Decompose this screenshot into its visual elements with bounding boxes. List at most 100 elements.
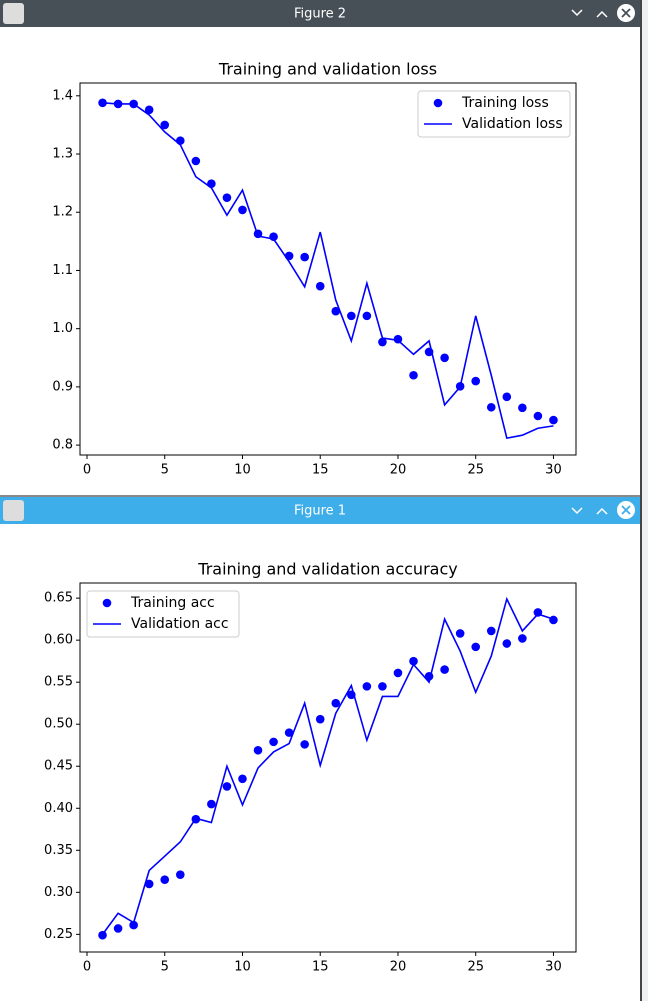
point bbox=[144, 879, 154, 889]
legend-label: Training loss bbox=[461, 95, 549, 111]
legend-swatch bbox=[102, 598, 112, 608]
point bbox=[315, 714, 325, 724]
x-tick-label: 20 bbox=[390, 960, 407, 975]
point bbox=[238, 774, 247, 784]
x-tick-label: 15 bbox=[312, 960, 329, 975]
point bbox=[455, 629, 465, 638]
chart-title: Training and validation loss bbox=[218, 60, 437, 79]
point bbox=[502, 392, 512, 402]
point bbox=[160, 120, 170, 130]
point bbox=[331, 698, 341, 708]
point bbox=[300, 252, 309, 262]
y-tick-label: 0.25 bbox=[44, 927, 73, 942]
x-tick-label: 25 bbox=[467, 463, 484, 478]
y-tick-label: 0.65 bbox=[44, 591, 73, 606]
point bbox=[238, 205, 247, 215]
point bbox=[315, 281, 325, 291]
minimize-button[interactable] bbox=[571, 9, 583, 17]
point bbox=[253, 745, 263, 755]
y-tick-label: 0.40 bbox=[44, 801, 73, 816]
point bbox=[160, 875, 170, 885]
legend-label: Validation loss bbox=[462, 116, 563, 132]
x-tick-label: 0 bbox=[83, 463, 91, 478]
point bbox=[362, 682, 372, 691]
point bbox=[502, 639, 512, 648]
minimize-button[interactable] bbox=[571, 507, 583, 515]
point bbox=[533, 411, 543, 421]
point bbox=[207, 799, 216, 809]
close-icon bbox=[621, 8, 631, 18]
point bbox=[129, 920, 138, 930]
app-icon[interactable] bbox=[3, 3, 24, 24]
title-bar bbox=[0, 497, 640, 524]
point bbox=[269, 737, 278, 747]
point bbox=[222, 193, 232, 202]
y-tick-label: 0.55 bbox=[44, 675, 73, 690]
y-tick-label: 0.50 bbox=[44, 717, 73, 732]
line bbox=[101, 596, 554, 935]
point bbox=[518, 403, 527, 413]
y-tick-label: 1.0 bbox=[52, 321, 73, 336]
x-tick-label: 20 bbox=[390, 463, 407, 478]
point bbox=[549, 415, 558, 425]
y-tick-label: 1.1 bbox=[52, 263, 73, 278]
point bbox=[331, 306, 341, 316]
point bbox=[393, 668, 403, 678]
point bbox=[471, 642, 481, 652]
point bbox=[284, 251, 294, 261]
window-gap bbox=[0, 495, 640, 497]
point bbox=[144, 105, 154, 115]
point bbox=[409, 370, 418, 380]
x-tick-label: 10 bbox=[234, 463, 251, 478]
point bbox=[378, 682, 387, 691]
axes-frame bbox=[79, 582, 577, 953]
y-tick-label: 1.2 bbox=[52, 205, 73, 220]
x-tick-label: 30 bbox=[545, 960, 562, 975]
point bbox=[113, 924, 123, 933]
close-icon bbox=[621, 505, 631, 515]
point bbox=[284, 728, 294, 737]
legend-box bbox=[86, 590, 240, 638]
legend-label: Validation acc bbox=[131, 616, 229, 632]
point bbox=[471, 376, 481, 386]
point bbox=[175, 870, 185, 879]
background-window bbox=[640, 0, 648, 1001]
point bbox=[409, 656, 418, 666]
y-tick-label: 0.9 bbox=[52, 379, 73, 394]
x-tick-label: 5 bbox=[161, 960, 169, 975]
y-tick-label: 0.8 bbox=[52, 438, 73, 453]
y-tick-label: 0.35 bbox=[44, 843, 73, 858]
point bbox=[378, 337, 387, 347]
legend-box bbox=[417, 90, 571, 138]
point bbox=[175, 136, 185, 145]
y-tick-label: 0.30 bbox=[44, 885, 73, 900]
point bbox=[347, 311, 356, 321]
y-tick-label: 1.3 bbox=[52, 147, 73, 162]
point bbox=[222, 782, 232, 791]
x-tick-label: 10 bbox=[234, 960, 251, 975]
y-tick-label: 1.4 bbox=[52, 88, 73, 103]
point bbox=[440, 665, 449, 674]
point bbox=[549, 615, 558, 625]
window-title: Figure 1 bbox=[294, 504, 346, 519]
x-tick-label: 5 bbox=[161, 463, 169, 478]
legend-swatch bbox=[433, 98, 443, 108]
point bbox=[518, 634, 527, 643]
x-tick-label: 25 bbox=[467, 960, 484, 975]
point bbox=[440, 353, 449, 363]
point bbox=[300, 740, 309, 749]
x-tick-label: 30 bbox=[545, 463, 562, 478]
window-title: Figure 2 bbox=[294, 7, 346, 22]
x-tick-label: 0 bbox=[83, 960, 91, 975]
y-tick-label: 0.60 bbox=[44, 633, 73, 648]
legend-label: Training acc bbox=[130, 595, 215, 611]
app-icon[interactable] bbox=[3, 500, 24, 521]
maximize-button[interactable] bbox=[596, 507, 608, 515]
x-tick-label: 15 bbox=[312, 463, 329, 478]
chart-title: Training and validation accuracy bbox=[197, 560, 457, 579]
axes-frame bbox=[79, 82, 577, 456]
point bbox=[191, 156, 201, 166]
point bbox=[207, 179, 216, 189]
maximize-button[interactable] bbox=[596, 10, 608, 18]
